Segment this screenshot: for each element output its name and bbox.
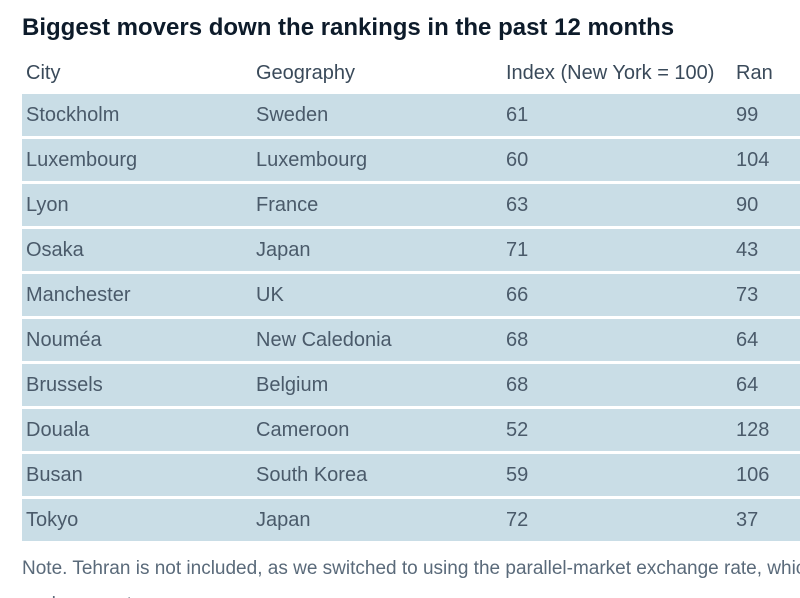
table-row: Douala Cameroon 52 128: [22, 408, 800, 453]
cell-rank: 128: [732, 408, 800, 453]
cell-rank: 104: [732, 138, 800, 183]
cell-index: 59: [502, 453, 732, 498]
cell-city: Stockholm: [22, 94, 252, 138]
cell-city: Luxembourg: [22, 138, 252, 183]
table-row: Brussels Belgium 68 64: [22, 363, 800, 408]
col-header-index: Index (New York = 100): [502, 52, 732, 94]
cell-index: 66: [502, 273, 732, 318]
cell-rank: 64: [732, 318, 800, 363]
cell-index: 68: [502, 318, 732, 363]
col-header-rank: Ran: [732, 52, 800, 94]
cell-city: Busan: [22, 453, 252, 498]
footnote-line1: Note. Tehran is not included, as we swit…: [22, 551, 800, 587]
table-row: Luxembourg Luxembourg 60 104: [22, 138, 800, 183]
cell-index: 71: [502, 228, 732, 273]
cell-rank: 64: [732, 363, 800, 408]
table-row: Busan South Korea 59 106: [22, 453, 800, 498]
cell-geo: Cameroon: [252, 408, 502, 453]
cell-index: 63: [502, 183, 732, 228]
cell-index: 60: [502, 138, 732, 183]
cell-geo: Japan: [252, 498, 502, 542]
cell-index: 68: [502, 363, 732, 408]
cell-rank: 99: [732, 94, 800, 138]
footnote-line2: exchange rate.: [22, 587, 800, 598]
cell-index: 72: [502, 498, 732, 542]
cell-city: Manchester: [22, 273, 252, 318]
table-row: Nouméa New Caledonia 68 64: [22, 318, 800, 363]
cell-city: Osaka: [22, 228, 252, 273]
cell-rank: 106: [732, 453, 800, 498]
cell-index: 61: [502, 94, 732, 138]
col-header-city: City: [22, 52, 252, 94]
cell-geo: South Korea: [252, 453, 502, 498]
table-row: Lyon France 63 90: [22, 183, 800, 228]
cell-city: Tokyo: [22, 498, 252, 542]
table-row: Manchester UK 66 73: [22, 273, 800, 318]
cell-geo: New Caledonia: [252, 318, 502, 363]
cell-city: Douala: [22, 408, 252, 453]
table-header-row: City Geography Index (New York = 100) Ra…: [22, 52, 800, 94]
table-title: Biggest movers down the rankings in the …: [22, 14, 800, 42]
table-row: Tokyo Japan 72 37: [22, 498, 800, 542]
rankings-table: City Geography Index (New York = 100) Ra…: [22, 52, 800, 541]
cell-index: 52: [502, 408, 732, 453]
cell-city: Nouméa: [22, 318, 252, 363]
cell-rank: 90: [732, 183, 800, 228]
table-body: Stockholm Sweden 61 99 Luxembourg Luxemb…: [22, 94, 800, 541]
cell-geo: Luxembourg: [252, 138, 502, 183]
table-row: Stockholm Sweden 61 99: [22, 94, 800, 138]
cell-geo: France: [252, 183, 502, 228]
cell-geo: Japan: [252, 228, 502, 273]
cell-rank: 37: [732, 498, 800, 542]
cell-geo: UK: [252, 273, 502, 318]
table-row: Osaka Japan 71 43: [22, 228, 800, 273]
cell-geo: Belgium: [252, 363, 502, 408]
col-header-geography: Geography: [252, 52, 502, 94]
cell-geo: Sweden: [252, 94, 502, 138]
cell-rank: 43: [732, 228, 800, 273]
cell-rank: 73: [732, 273, 800, 318]
cell-city: Lyon: [22, 183, 252, 228]
cell-city: Brussels: [22, 363, 252, 408]
